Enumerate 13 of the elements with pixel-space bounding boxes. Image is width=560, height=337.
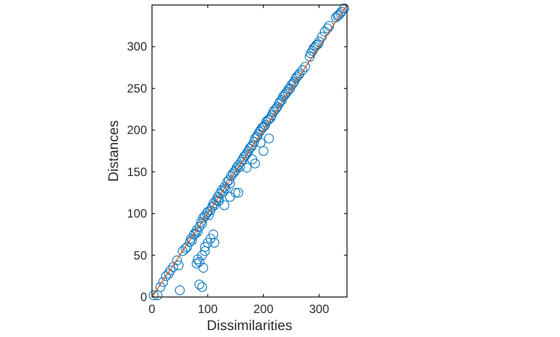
y-axis-title: Distances: [105, 120, 121, 182]
y-tick-label: 200: [126, 123, 148, 138]
x-axis-title: Dissimilarities: [206, 317, 292, 333]
x-tick-label: 200: [253, 302, 274, 316]
x-tick-label: 0: [148, 302, 156, 316]
y-tick-label: 300: [126, 40, 148, 54]
y-tick-label: 150: [126, 164, 148, 179]
y-tick-label: 250: [126, 81, 148, 96]
y-tick-label: 0: [140, 290, 148, 304]
y-tick-label: 50: [134, 248, 148, 262]
y-tick-label: 100: [126, 206, 148, 221]
x-tick-label: 300: [309, 302, 330, 316]
x-tick-label: 100: [198, 302, 218, 316]
